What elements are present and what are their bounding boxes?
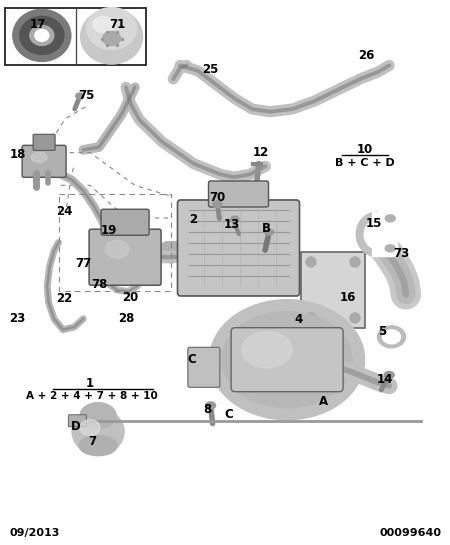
Ellipse shape [385, 215, 395, 222]
Ellipse shape [222, 312, 352, 408]
Circle shape [306, 313, 316, 323]
FancyBboxPatch shape [231, 328, 343, 392]
Text: B + C + D: B + C + D [335, 159, 394, 168]
FancyBboxPatch shape [177, 200, 300, 296]
Ellipse shape [213, 201, 222, 208]
FancyBboxPatch shape [89, 229, 161, 285]
Ellipse shape [105, 240, 129, 258]
Text: 20: 20 [122, 290, 139, 304]
Ellipse shape [385, 245, 395, 252]
Text: 19: 19 [101, 224, 117, 237]
Text: 75: 75 [79, 89, 95, 102]
Text: 70: 70 [209, 191, 225, 204]
Ellipse shape [80, 403, 116, 428]
Text: 22: 22 [56, 292, 72, 305]
Ellipse shape [93, 16, 115, 33]
Ellipse shape [76, 93, 84, 99]
Text: 7: 7 [89, 435, 97, 448]
Text: 23: 23 [9, 312, 25, 325]
Text: 15: 15 [365, 217, 382, 230]
Text: 00099640: 00099640 [379, 528, 441, 538]
Ellipse shape [80, 420, 100, 435]
Text: 09/2013: 09/2013 [9, 528, 59, 538]
Ellipse shape [13, 9, 71, 62]
Circle shape [350, 257, 360, 267]
Ellipse shape [210, 300, 364, 420]
Ellipse shape [79, 435, 117, 456]
FancyBboxPatch shape [188, 347, 220, 387]
Ellipse shape [20, 16, 64, 54]
Text: 16: 16 [340, 291, 356, 304]
Ellipse shape [206, 402, 216, 409]
Text: C: C [187, 353, 196, 366]
Bar [4, 8, 146, 65]
Ellipse shape [384, 372, 394, 378]
Circle shape [350, 313, 360, 323]
Text: 71: 71 [109, 18, 125, 31]
Text: 12: 12 [253, 146, 269, 159]
Text: 10: 10 [356, 143, 373, 156]
Text: 4: 4 [294, 313, 302, 326]
Ellipse shape [356, 213, 396, 256]
FancyBboxPatch shape [208, 181, 269, 207]
Ellipse shape [364, 220, 388, 249]
Text: 26: 26 [359, 49, 375, 62]
Ellipse shape [35, 29, 49, 41]
Bar [301, 252, 365, 328]
Text: 24: 24 [56, 205, 72, 218]
Ellipse shape [86, 8, 137, 50]
Ellipse shape [242, 332, 292, 368]
Text: D: D [71, 420, 81, 433]
Text: 8: 8 [203, 403, 211, 416]
Ellipse shape [72, 409, 124, 455]
Text: 18: 18 [10, 148, 26, 161]
FancyBboxPatch shape [68, 415, 86, 427]
Text: C: C [224, 408, 233, 421]
Text: 5: 5 [378, 325, 387, 338]
Text: A + 2 + 4 + 7 + 8 + 10: A + 2 + 4 + 7 + 8 + 10 [27, 391, 158, 401]
Text: 25: 25 [202, 63, 219, 76]
Circle shape [306, 257, 316, 267]
Text: 73: 73 [394, 247, 410, 261]
Ellipse shape [103, 32, 121, 46]
FancyBboxPatch shape [101, 209, 149, 235]
Ellipse shape [30, 26, 54, 45]
Ellipse shape [81, 9, 143, 64]
Text: 2: 2 [189, 213, 198, 226]
Ellipse shape [231, 216, 239, 222]
Ellipse shape [378, 326, 405, 348]
Text: 14: 14 [377, 373, 393, 386]
FancyBboxPatch shape [33, 134, 55, 150]
FancyBboxPatch shape [22, 146, 66, 177]
Ellipse shape [31, 152, 47, 162]
Text: 17: 17 [30, 18, 46, 31]
Ellipse shape [382, 330, 400, 344]
Text: B: B [262, 222, 271, 235]
Ellipse shape [265, 229, 274, 235]
Bar [372, 213, 397, 256]
Text: 1: 1 [86, 377, 94, 390]
Text: 13: 13 [224, 218, 240, 231]
Text: 78: 78 [91, 278, 107, 291]
Text: 28: 28 [118, 312, 134, 325]
Text: 77: 77 [75, 257, 91, 270]
Text: A: A [319, 395, 328, 408]
